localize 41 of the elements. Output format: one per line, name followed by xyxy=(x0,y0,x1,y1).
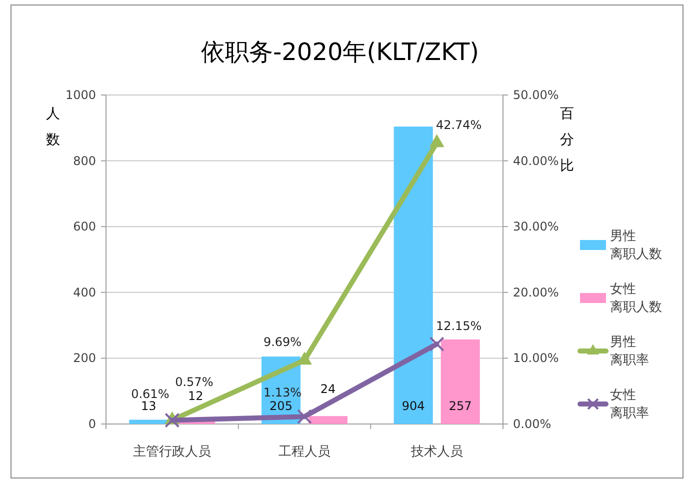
legend-label: 女性离职率 xyxy=(610,388,649,420)
x-tick-label: 主管行政人员 xyxy=(133,444,212,460)
data-label: 9.69% xyxy=(263,335,302,350)
point xyxy=(430,134,444,148)
y2-tick-label: 10.00% xyxy=(513,351,559,366)
data-label: 257 xyxy=(448,399,472,413)
legend-label: 男性离职人数 xyxy=(610,228,662,262)
chart-title: 依职务-2020年(KLT/ZKT) xyxy=(201,38,479,66)
data-label: 0.57% xyxy=(175,375,214,390)
bar xyxy=(394,126,433,424)
legend-label: 女性离职人数 xyxy=(610,282,662,314)
y-tick-label: 200 xyxy=(73,351,96,366)
y-axis-title: 人数 xyxy=(46,106,60,148)
y-tick-label: 400 xyxy=(73,285,96,300)
data-label: 12.15% xyxy=(436,319,482,334)
point xyxy=(164,412,180,428)
data-label: 42.74% xyxy=(436,118,482,132)
y2-tick-label: 50.00% xyxy=(513,88,559,102)
y-tick-label: 800 xyxy=(73,154,96,168)
y2-tick-label: 20.00% xyxy=(513,285,559,300)
bar xyxy=(440,339,480,424)
y2-tick-label: 40.00% xyxy=(513,154,559,168)
bar xyxy=(308,416,348,424)
data-label: 0.61% xyxy=(131,386,170,401)
y-tick-label: 600 xyxy=(73,220,96,234)
y2-axis-title: 百分比 xyxy=(560,106,574,174)
data-label: 13 xyxy=(141,399,156,413)
data-label: 12 xyxy=(188,389,204,403)
bar xyxy=(129,420,168,424)
data-label: 205 xyxy=(270,399,292,413)
y2-tick-label: 0.00% xyxy=(513,417,552,431)
y-tick-label: 0 xyxy=(88,417,96,431)
data-label: 24 xyxy=(320,382,336,396)
x-tick-label: 工程人员 xyxy=(278,444,330,460)
y-tick-label: 1000 xyxy=(65,88,96,102)
legend-label: 男性离职率 xyxy=(610,334,649,368)
x-tick-label: 技术人员 xyxy=(410,444,463,460)
y2-tick-label: 30.00% xyxy=(513,220,559,234)
point xyxy=(429,336,444,352)
data-label: 904 xyxy=(402,399,425,413)
point xyxy=(297,409,312,424)
